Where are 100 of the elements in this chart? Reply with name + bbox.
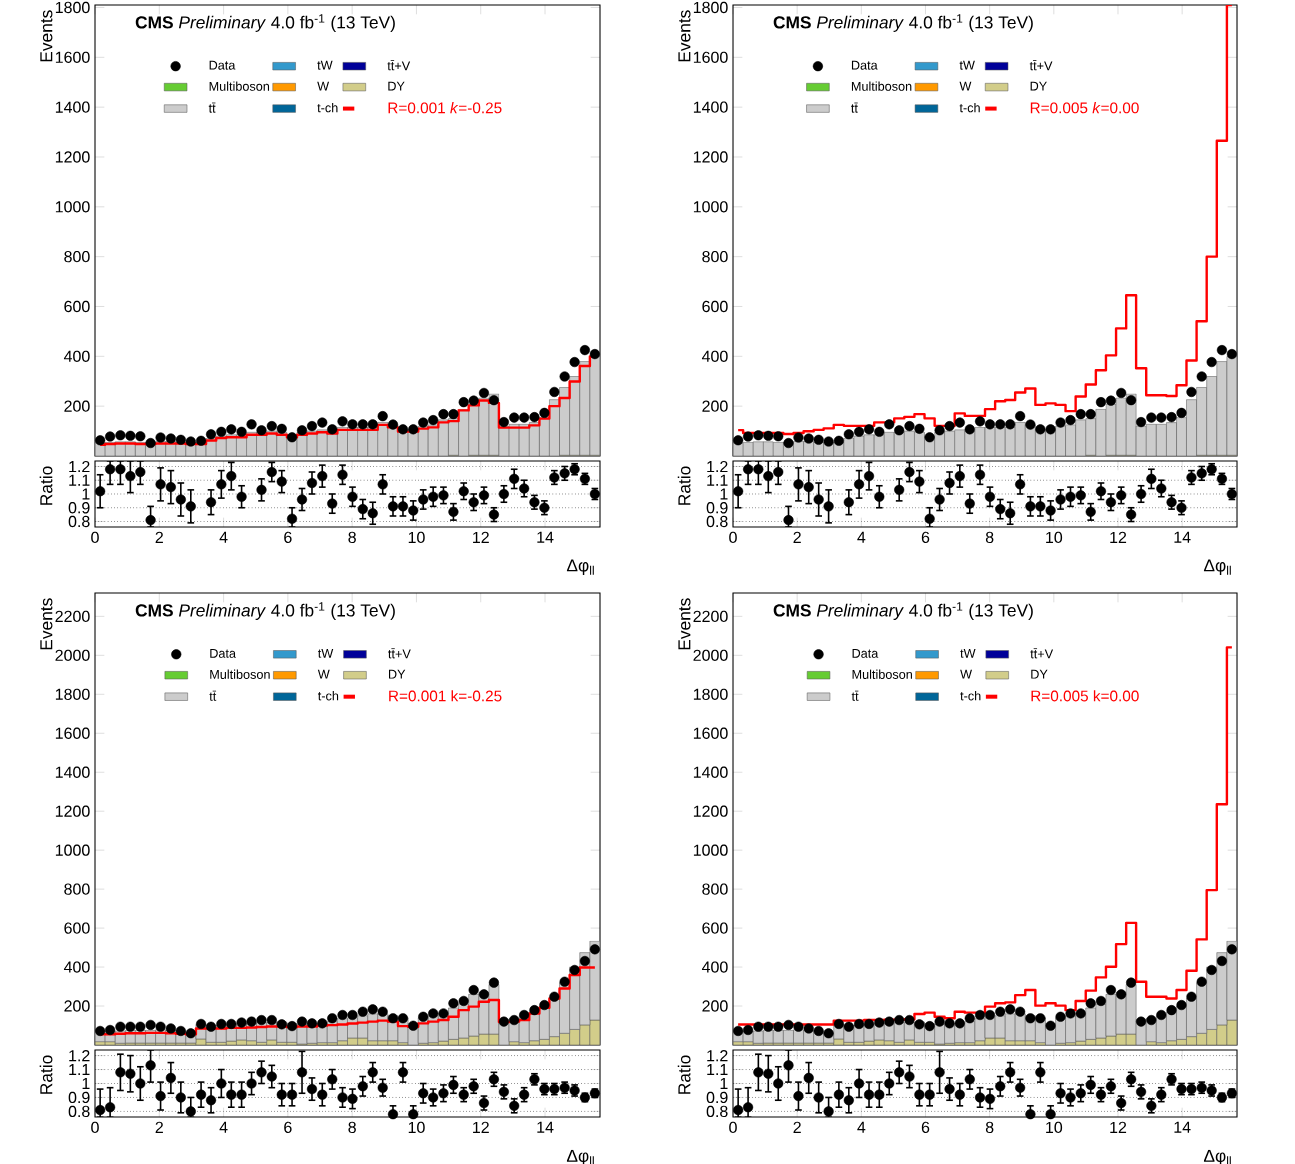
- y-tick-label: 1200: [693, 805, 728, 817]
- y-tick-label: 800: [702, 250, 728, 263]
- y-tick-label: 1.2: [69, 460, 90, 473]
- x-tick-label: 2: [793, 1121, 801, 1133]
- y-tick-label: 1800: [693, 688, 728, 700]
- y-tick-label: 0.9: [68, 1091, 90, 1104]
- legend-label: t-ch: [317, 691, 339, 701]
- y-tick-label: 1.2: [707, 1050, 728, 1062]
- legend-label: Data: [852, 648, 879, 658]
- x-tick-label: 8: [348, 1121, 356, 1134]
- legend-label: tt̄+V: [1030, 648, 1054, 659]
- text: CMS Preliminary 4.0 fb$^{-1}$ (13 TeV): [773, 602, 1033, 620]
- legend-label: DY: [388, 81, 405, 91]
- legend-label: tW: [317, 60, 333, 70]
- legend-label: DY: [1031, 669, 1048, 679]
- y-tick-label: 1.1: [707, 1064, 728, 1076]
- legend-label: t-ch: [960, 691, 981, 701]
- x-tick-label: 0: [91, 531, 99, 544]
- y-tick-label: 1400: [693, 766, 728, 778]
- y-tick-label: 1000: [693, 201, 728, 213]
- legend-label: tt̄+V: [1029, 60, 1053, 71]
- x-tick-label: 6: [284, 1121, 292, 1134]
- x-axis-title: Δφ$_{ll}$: [1203, 559, 1231, 575]
- y-tick-label: 1: [720, 488, 728, 500]
- y-tick-label: 2200: [55, 610, 90, 623]
- legend-label: Data: [209, 60, 236, 70]
- y-tick-label: 1600: [693, 727, 728, 739]
- x-tick-label: 10: [408, 1121, 425, 1134]
- legend-label: Data: [851, 60, 878, 70]
- x-tick-label: 4: [219, 1121, 228, 1133]
- y-tick-label: 1.2: [69, 1050, 90, 1062]
- y-tick-label: 1000: [55, 844, 90, 856]
- y-tick-label: 400: [701, 961, 728, 973]
- y-tick-label: 1000: [693, 844, 728, 856]
- legend-label: Multiboson: [852, 669, 912, 679]
- y-tick-label: 1: [82, 488, 90, 500]
- y-tick-label: 1.1: [707, 474, 728, 486]
- x-tick-label: 10: [1046, 1121, 1063, 1134]
- x-tick-label: 12: [473, 531, 489, 543]
- y-tick-label: 1.1: [69, 474, 90, 486]
- legend-label: tW: [960, 648, 976, 658]
- x-tick-label: 12: [1110, 531, 1127, 543]
- y-tick-label: 2200: [693, 610, 728, 623]
- y-tick-label: 1400: [693, 101, 728, 113]
- text: CMS Preliminary 4.0 fb$^{-1}$ (13 TeV): [773, 14, 1033, 32]
- y-tick-label: 0.9: [706, 502, 728, 514]
- x-tick-label: 0: [729, 1121, 737, 1134]
- y-tick-label: 1: [82, 1078, 90, 1089]
- y-tick-label: 1200: [55, 151, 90, 163]
- y-tick-label: 1600: [693, 51, 728, 63]
- x-tick-label: 8: [348, 531, 356, 544]
- x-tick-label: 14: [1174, 531, 1191, 543]
- x-tick-label: 14: [1174, 1121, 1191, 1133]
- y-tick-label: 400: [63, 961, 90, 973]
- legend-label: tW: [317, 648, 334, 658]
- y-axis-title: Ratio: [677, 466, 691, 505]
- y-tick-label: 1600: [55, 727, 90, 739]
- y-tick-label: 400: [63, 350, 90, 362]
- legend-label: tt̄+V: [388, 648, 411, 659]
- y-tick-label: 1.1: [69, 1064, 90, 1076]
- legend-label: tt̄: [209, 690, 217, 701]
- legend-label: tW: [959, 60, 975, 70]
- legend-label: Multiboson: [851, 81, 912, 91]
- y-tick-label: 600: [702, 300, 728, 313]
- x-tick-label: 4: [857, 1121, 866, 1133]
- y-tick-label: 0.9: [68, 502, 90, 514]
- legend-label: W: [960, 669, 973, 679]
- y-tick-label: 600: [64, 922, 90, 934]
- y-tick-label: 1: [720, 1078, 728, 1089]
- x-tick-label: 12: [1110, 1121, 1127, 1133]
- x-tick-label: 8: [985, 531, 994, 544]
- legend-label: DY: [388, 669, 406, 679]
- x-tick-label: 10: [408, 531, 425, 544]
- legend-label: Multiboson: [209, 81, 270, 91]
- y-axis-title: Events: [40, 598, 53, 650]
- y-tick-label: 200: [64, 400, 90, 412]
- text: CMS Preliminary 4.0 fb$^{-1}$ (13 TeV): [135, 14, 395, 32]
- y-tick-label: 200: [702, 1000, 728, 1012]
- legend-label: R=0.001 k=-0.25: [389, 690, 502, 702]
- y-tick-label: 1800: [55, 1, 90, 14]
- x-tick-label: 4: [219, 531, 228, 543]
- y-tick-label: 0.9: [706, 1091, 728, 1104]
- y-tick-label: 200: [64, 1000, 90, 1012]
- x-tick-label: 12: [473, 1121, 489, 1133]
- legend-label: Multiboson: [210, 669, 270, 679]
- legend-label: W: [317, 669, 330, 679]
- y-tick-label: 1000: [55, 201, 90, 213]
- y-tick-label: 1800: [55, 688, 90, 700]
- y-tick-label: 1400: [55, 766, 90, 778]
- y-tick-label: 0.8: [68, 515, 90, 528]
- legend-label: tt̄: [208, 102, 216, 113]
- y-tick-label: 0.8: [706, 1105, 728, 1118]
- legend-label: tt̄: [851, 102, 858, 113]
- y-tick-label: 1200: [693, 151, 728, 163]
- y-axis-title: Ratio: [677, 1055, 691, 1094]
- x-tick-label: 6: [284, 531, 292, 544]
- legend-label: tt̄+V: [387, 60, 411, 71]
- x-tick-label: 8: [985, 1121, 994, 1134]
- legend-label: tt̄: [851, 690, 859, 701]
- x-tick-label: 14: [537, 531, 554, 543]
